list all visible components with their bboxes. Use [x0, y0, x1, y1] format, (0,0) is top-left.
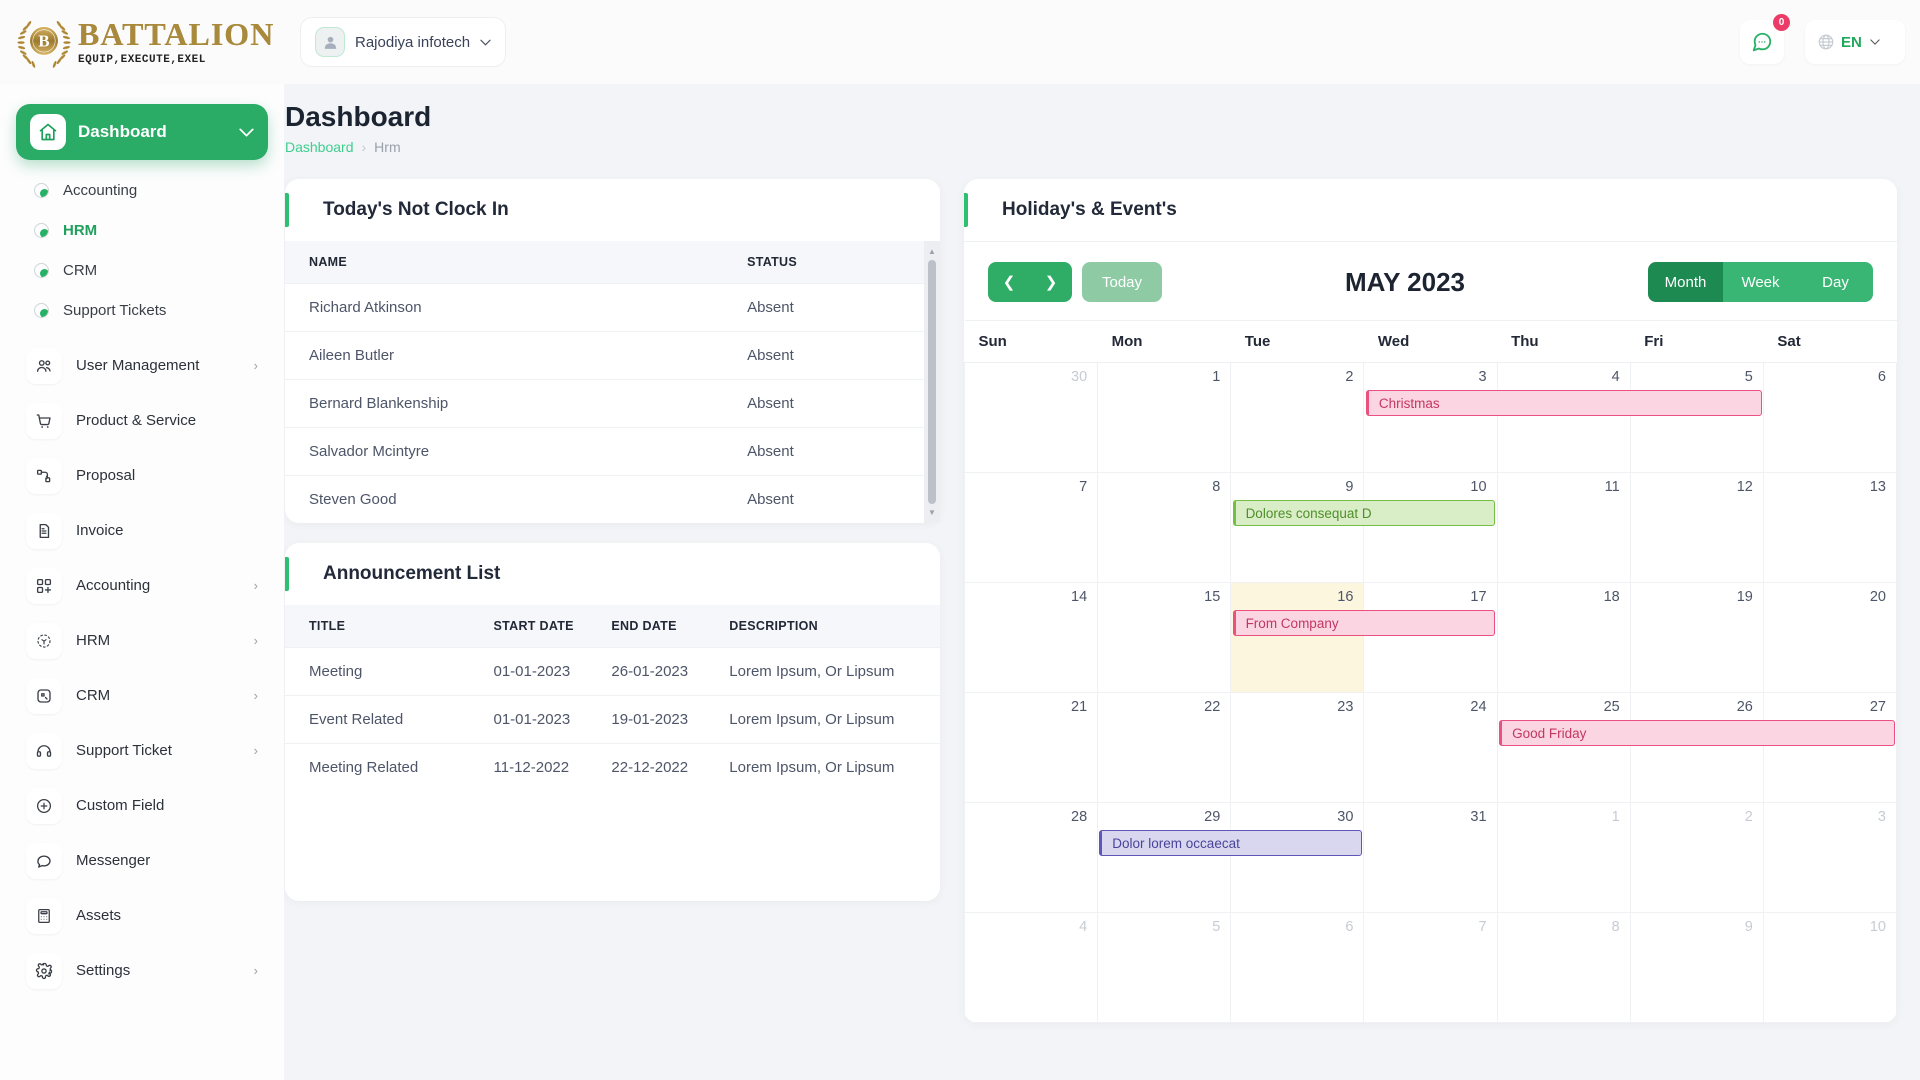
svg-text:B: B [38, 31, 49, 50]
